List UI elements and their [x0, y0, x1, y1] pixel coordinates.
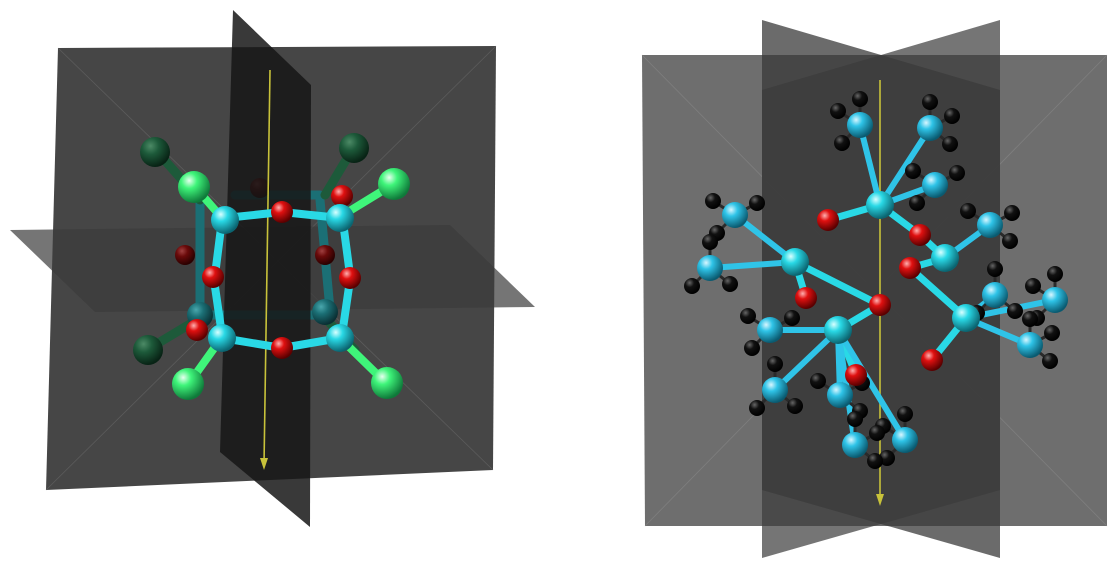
oxygen-atom — [909, 224, 931, 246]
hydrogen-atom — [922, 94, 938, 110]
oxygen-atom — [869, 294, 891, 316]
hydrogen-atom — [1025, 278, 1041, 294]
hydrogen-atom — [749, 400, 765, 416]
hydrogen-atom — [942, 136, 958, 152]
hydrogen-atom — [867, 453, 883, 469]
oxygen-atom — [331, 185, 353, 207]
carbon-atom — [982, 282, 1008, 308]
hydrogen-atom — [852, 91, 868, 107]
hydrogen-atom — [869, 425, 885, 441]
silicon-atom — [866, 191, 894, 219]
hydrogen-atom — [949, 165, 965, 181]
hydrogen-atom — [684, 278, 700, 294]
hydrogen-atom — [740, 308, 756, 324]
hydrogen-atom — [1004, 205, 1020, 221]
chlorine-atom — [371, 367, 403, 399]
bond — [791, 258, 884, 309]
silicon-atom — [208, 324, 236, 352]
right-molecule-panel — [560, 0, 1109, 561]
hydrogen-atom — [1047, 266, 1063, 282]
carbon-atom — [762, 377, 788, 403]
silicon-atom — [211, 206, 239, 234]
molecule-atoms — [684, 91, 1068, 469]
carbon-atom — [842, 432, 868, 458]
rotation-axis-arrowhead — [876, 494, 884, 506]
hydrogen-atom — [905, 163, 921, 179]
carbon-atom — [1042, 287, 1068, 313]
hydrogen-atom — [722, 276, 738, 292]
hydrogen-atom — [960, 203, 976, 219]
carbon-atom — [922, 172, 948, 198]
rotation-axis-arrowhead — [260, 458, 268, 470]
hydrogen-atom — [944, 108, 960, 124]
hydrogen-atom — [784, 310, 800, 326]
hydrogen-atom — [1042, 353, 1058, 369]
oxygen-atom — [845, 364, 867, 386]
right-molecule-diagram — [641, 20, 1108, 558]
silicon-atom — [952, 304, 980, 332]
left-molecule-panel — [0, 0, 545, 561]
chlorine-atom — [378, 168, 410, 200]
hydrogen-atom — [767, 356, 783, 372]
hydrogen-atom — [749, 195, 765, 211]
silicon-atom — [824, 316, 852, 344]
hydrogen-atom — [705, 193, 721, 209]
hydrogen-atom — [987, 261, 1003, 277]
hydrogen-atom — [1007, 303, 1023, 319]
oxygen-atom — [817, 209, 839, 231]
hydrogen-atom — [1044, 325, 1060, 341]
hydrogen-atom — [830, 103, 846, 119]
hydrogen-atom — [834, 135, 850, 151]
carbon-atom — [722, 202, 748, 228]
hydrogen-atom — [744, 340, 760, 356]
carbon-atom — [917, 115, 943, 141]
bond — [835, 327, 908, 443]
hydrogen-atom — [787, 398, 803, 414]
bond — [877, 125, 933, 208]
hydrogen-atom — [1002, 233, 1018, 249]
chlorine-atom-back — [133, 335, 163, 365]
symmetry-plane-vertical — [220, 10, 311, 527]
chlorine-atom — [178, 171, 210, 203]
oxygen-atom-back — [175, 245, 195, 265]
carbon-atom — [1017, 332, 1043, 358]
oxygen-atom — [339, 267, 361, 289]
chlorine-atom — [172, 368, 204, 400]
carbon-atom — [977, 212, 1003, 238]
carbon-atom — [697, 255, 723, 281]
hydrogen-atom — [897, 406, 913, 422]
chlorine-atom-back — [140, 137, 170, 167]
hydrogen-atom — [1022, 311, 1038, 327]
oxygen-atom — [271, 337, 293, 359]
hydrogen-atom — [810, 373, 826, 389]
hydrogen-atom — [702, 234, 718, 250]
symmetry-plane-vertical — [762, 20, 1000, 558]
silicon-atom — [326, 204, 354, 232]
bond — [772, 327, 841, 393]
left-molecule-diagram — [10, 10, 535, 527]
carbon-atom — [847, 112, 873, 138]
chlorine-atom-back — [339, 133, 369, 163]
carbon-atom — [892, 427, 918, 453]
oxygen-atom — [795, 287, 817, 309]
bond — [707, 259, 798, 271]
carbon-atom — [827, 382, 853, 408]
oxygen-atom — [899, 257, 921, 279]
oxygen-atom — [921, 349, 943, 371]
carbon-atom — [757, 317, 783, 343]
silicon-atom — [931, 244, 959, 272]
hydrogen-atom — [879, 450, 895, 466]
rotation-axis — [263, 69, 271, 466]
oxygen-atom — [271, 201, 293, 223]
hydrogen-atom — [909, 195, 925, 211]
oxygen-atom — [202, 266, 224, 288]
silicon-atom — [326, 324, 354, 352]
silicon-atom-back — [312, 299, 338, 325]
oxygen-atom-back — [315, 245, 335, 265]
hydrogen-atom — [847, 411, 863, 427]
oxygen-atom — [186, 319, 208, 341]
silicon-atom — [781, 248, 809, 276]
